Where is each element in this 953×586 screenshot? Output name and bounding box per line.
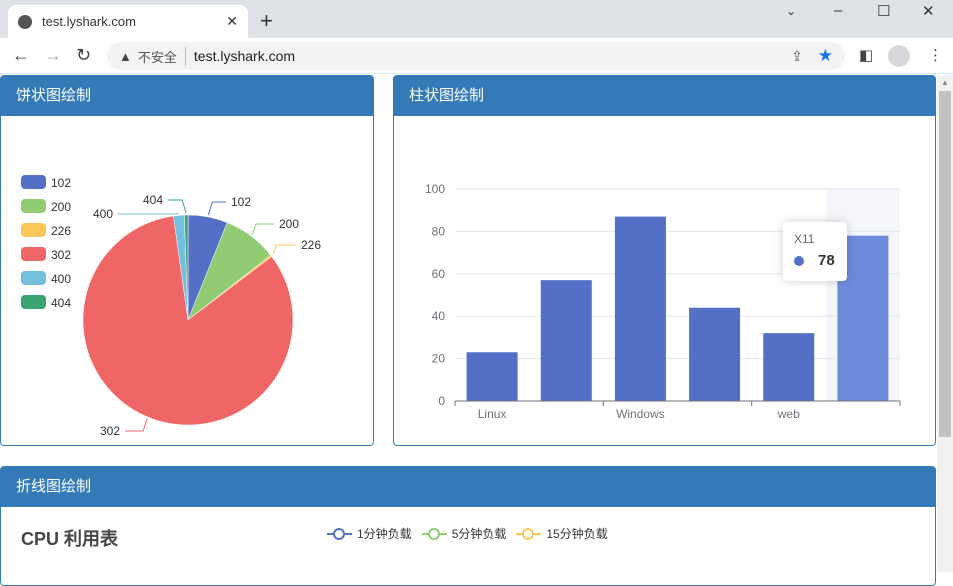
scrollbar[interactable]: ▲ <box>937 75 953 572</box>
legend-label-200: 200 <box>51 200 71 214</box>
legend-label-302: 302 <box>51 248 71 262</box>
pie-slice-302 <box>82 215 294 426</box>
legend-swatch-200 <box>21 199 46 213</box>
legend-label-404: 404 <box>51 296 71 310</box>
line-chart-title: CPU 利用表 <box>21 529 119 549</box>
pie-label-line-400 <box>118 212 179 215</box>
scrollbar-thumb[interactable] <box>939 91 951 437</box>
tooltip-value: 78 <box>818 252 835 269</box>
pie-label-line-404 <box>168 199 187 214</box>
pie-label-line-302 <box>125 418 148 432</box>
legend-label-102: 102 <box>51 176 71 190</box>
legend-swatch-302 <box>21 247 46 261</box>
line-legend: 1分钟负载 5分钟负载 15分钟负载 <box>327 525 618 542</box>
legend-item-15min[interactable]: 15分钟负载 <box>516 525 608 542</box>
forward-icon[interactable]: → <box>44 45 62 65</box>
pie-panel: 饼状图绘制 102 200 226 302 400 404 102 200 226 302 400 4… <box>0 75 374 446</box>
bar-panel: 柱状图绘制 <box>393 75 936 446</box>
pie-label-line-200 <box>251 223 274 235</box>
pie-panel-title: 饼状图绘制 <box>1 76 373 116</box>
maximize-icon[interactable]: ☐ <box>877 3 891 20</box>
line-panel: 折线图绘制 CPU 利用表 1分钟负载 5分钟负载 15分钟负载 <box>0 466 936 586</box>
profile-avatar[interactable] <box>888 45 910 67</box>
pie-label-200: 200 <box>279 217 299 231</box>
bar-tooltip: X11 78 <box>783 222 847 281</box>
scroll-up-icon[interactable]: ▲ <box>941 78 949 87</box>
globe-icon <box>18 14 32 29</box>
address-bar[interactable]: ▲ 不安全 test.lyshark.com ⇪ ★ <box>107 42 845 70</box>
back-icon[interactable]: ← <box>12 45 30 65</box>
new-tab-button[interactable]: + <box>260 8 273 33</box>
close-tab-icon[interactable]: ✕ <box>226 13 238 29</box>
pie-label-line-102 <box>207 201 226 216</box>
tab-strip: test.lyshark.com ✕ + ⌄ – ☐ ✕ <box>0 0 953 38</box>
pie-slice-404 <box>184 214 189 321</box>
bookmark-star-icon[interactable]: ★ <box>817 46 833 65</box>
pie-label-226: 226 <box>301 238 321 252</box>
tab-title: test.lyshark.com <box>42 14 136 29</box>
reload-icon[interactable]: ↻ <box>76 45 92 65</box>
window-close-icon[interactable]: ✕ <box>922 3 935 20</box>
pie-label-302: 302 <box>100 424 120 438</box>
side-panel-icon[interactable]: ◧ <box>859 47 874 64</box>
legend-swatch-226 <box>21 223 46 237</box>
minimize-icon[interactable]: – <box>834 2 843 19</box>
pie-label-404: 404 <box>143 193 163 207</box>
pie-label-400: 400 <box>93 207 113 221</box>
pie-label-line-226 <box>272 244 296 255</box>
bar-panel-title: 柱状图绘制 <box>394 76 935 116</box>
legend-label-400: 400 <box>51 272 71 286</box>
url-text[interactable]: test.lyshark.com <box>193 48 296 64</box>
insecure-label[interactable]: 不安全 <box>138 46 186 66</box>
menu-icon[interactable]: ⋮ <box>928 47 943 64</box>
tooltip-marker <box>794 255 804 266</box>
browser-toolbar: ← → ↻ ▲ 不安全 test.lyshark.com ⇪ ★ ◧ ⋮ <box>0 38 953 74</box>
legend-swatch-102 <box>21 175 46 189</box>
line-panel-title: 折线图绘制 <box>1 467 935 507</box>
share-icon[interactable]: ⇪ <box>791 47 803 64</box>
legend-item-1min[interactable]: 1分钟负载 <box>327 525 412 542</box>
legend-label-226: 226 <box>51 224 71 238</box>
tab-search-icon[interactable]: ⌄ <box>786 4 797 18</box>
legend-item-5min[interactable]: 5分钟负载 <box>421 525 506 542</box>
tooltip-name: X11 <box>794 232 815 246</box>
browser-tab[interactable]: test.lyshark.com ✕ <box>8 5 248 38</box>
legend-swatch-404 <box>21 295 46 309</box>
warning-icon: ▲ <box>119 48 132 64</box>
pie-label-102: 102 <box>231 195 251 209</box>
legend-swatch-400 <box>21 271 46 285</box>
